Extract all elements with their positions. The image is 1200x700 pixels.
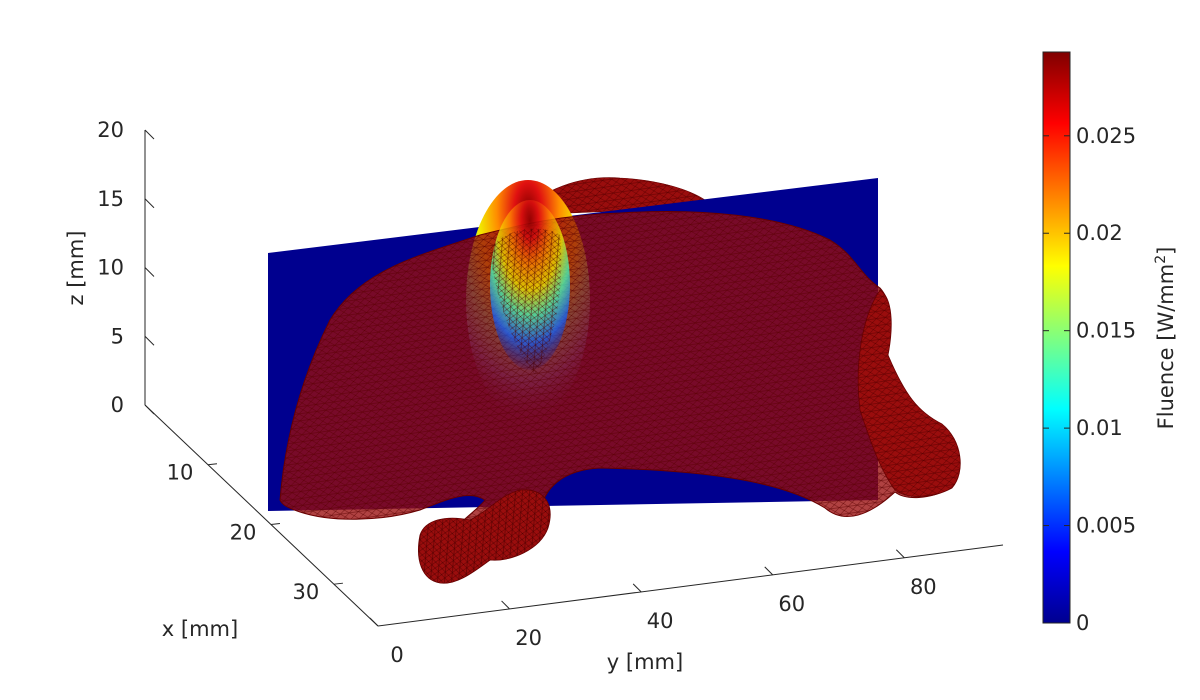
y-tick-label: 80 [910,575,937,599]
colorbar-label: Fluence [W/mm2] [1153,247,1178,430]
y-axis-label: y [mm] [607,650,683,674]
y-tick-label: 60 [778,592,805,616]
x-axis-label: x [mm] [162,617,238,641]
colorbar-gradient [1042,51,1071,624]
z-axis-ticks: 0 5 10 15 20 [97,118,155,417]
y-tick-label: 20 [515,626,542,650]
colorbar-tick-label: 0.005 [1076,514,1136,538]
x-tick-mark [207,463,218,466]
y-tick-mark [764,566,774,576]
z-tick-mark [144,267,155,277]
y-tick-mark [369,617,379,627]
y-axis-ticks: 0 20 40 60 80 [369,549,937,667]
x-tick-label: 30 [293,580,320,604]
z-tick-mark [144,335,155,346]
x-tick-mark [270,522,281,525]
x-axis-ticks: 10 20 30 [167,461,343,604]
z-tick-mark [144,129,155,140]
z-tick-label: 15 [97,187,124,211]
plot-3d-content [268,177,961,584]
y-axis-line [377,544,1004,627]
z-tick-label: 10 [97,256,124,280]
y-tick-label: 0 [390,643,403,667]
colorbar-tick-label: 0.025 [1076,124,1136,148]
colorbar-tick-label: 0 [1076,611,1089,635]
x-tick-mark [333,582,343,585]
colorbar-tick-label: 0.01 [1076,416,1123,440]
colorbar-ticks: 0 0.005 0.01 0.015 0.02 0.025 [1043,124,1136,635]
z-tick-mark [144,198,155,209]
z-axis-label: z [mm] [64,231,88,306]
colorbar-tick-label: 0.02 [1076,221,1123,245]
z-tick-label: 0 [111,393,124,417]
z-tick-mark [144,404,155,415]
y-tick-mark [501,600,510,610]
y-tick-mark [632,583,642,593]
x-axis-line [144,404,379,627]
x-tick-label: 20 [230,520,257,544]
y-tick-label: 40 [647,609,674,633]
z-tick-label: 5 [111,324,124,348]
z-tick-label: 20 [97,118,124,142]
x-tick-label: 10 [167,461,194,485]
y-tick-mark [895,549,905,559]
colorbar-tick-label: 0.015 [1076,319,1136,343]
colorbar: 0 0.005 0.01 0.015 0.02 0.025 Fluence [W/mm2] [1042,51,1178,635]
